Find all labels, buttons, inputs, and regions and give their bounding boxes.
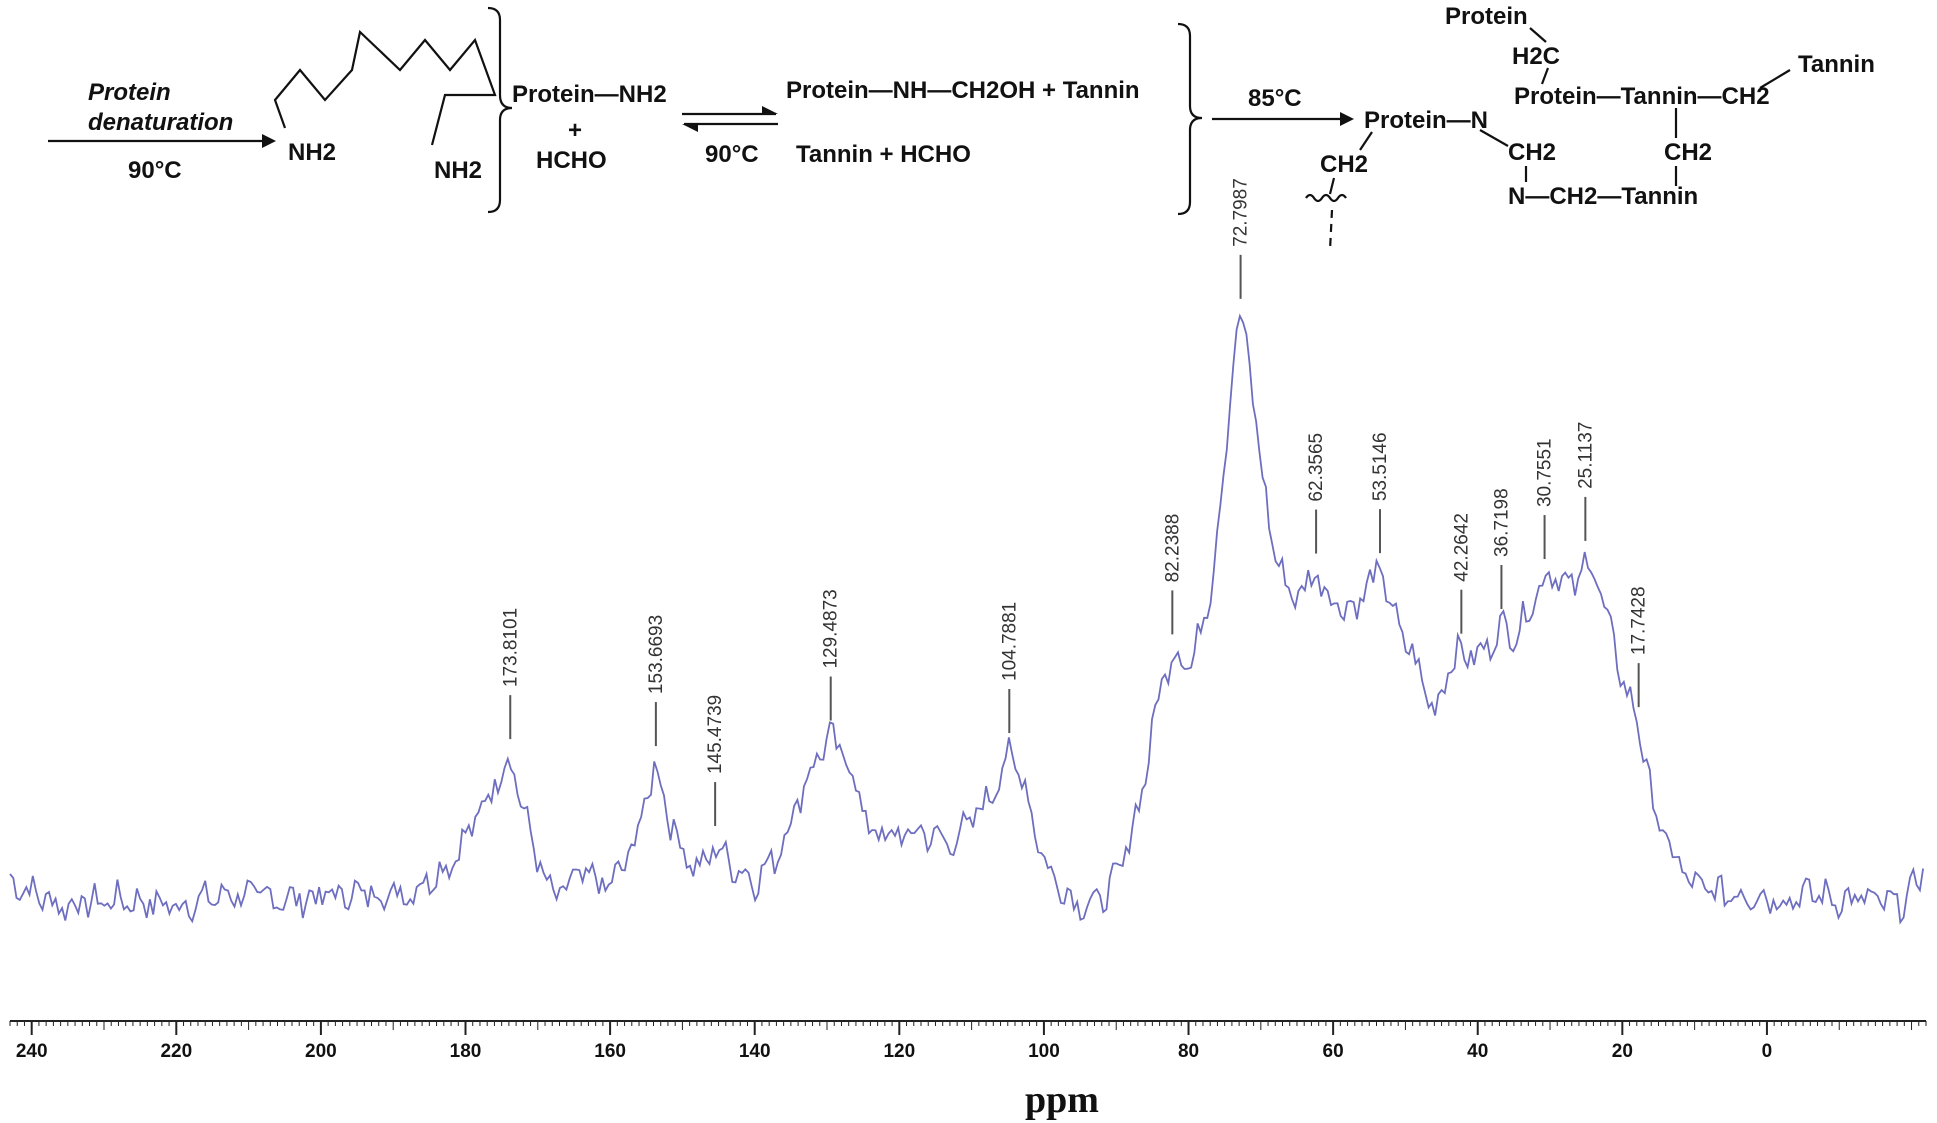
product-2: Tannin + HCHO: [796, 141, 971, 168]
reaction-scheme: Protein denaturation 90°C NH2 NH2 Protei…: [48, 3, 1875, 251]
peak-label: 36.7198: [1491, 488, 1512, 557]
x-tick-label: 100: [1028, 1041, 1060, 1062]
x-tick-label: 180: [450, 1041, 482, 1062]
peak-label: 30.7551: [1535, 438, 1556, 507]
x-axis-minor-ticks: [9, 1021, 1927, 1030]
network-tannin-right: Tannin: [1798, 51, 1875, 78]
peak-label: 153.6693: [646, 615, 667, 694]
network-ch2-b: CH2: [1508, 139, 1556, 166]
x-axis-major-ticks: 240 220 200 180 160 140 120 100 80 60 40 20 0: [16, 1021, 1772, 1062]
reactant-plus: +: [568, 117, 582, 144]
peak-label: 173.8101: [500, 608, 521, 687]
step2-temp: 90°C: [705, 141, 759, 168]
network-h2c: H2C: [1512, 43, 1560, 70]
step1-arrow-head: [262, 134, 276, 148]
x-tick-label: 220: [160, 1041, 192, 1062]
network-ch2-c: CH2: [1664, 139, 1712, 166]
peak-label: 53.5146: [1370, 432, 1391, 501]
step1-label-line1: Protein: [88, 79, 171, 106]
lysine-chain: [273, 29, 497, 146]
peak-label: 145.4739: [705, 695, 726, 774]
x-tick-label: 40: [1467, 1041, 1488, 1062]
peak-label: 17.7428: [1629, 586, 1650, 655]
x-tick-label: 20: [1612, 1041, 1633, 1062]
peak-label: 42.2642: [1451, 513, 1472, 582]
peak-label: 129.4873: [821, 589, 842, 668]
x-tick-label: 140: [739, 1041, 771, 1062]
step1-temp: 90°C: [128, 157, 182, 184]
brace-1: [487, 6, 513, 214]
step3-temp: 85°C: [1248, 85, 1302, 112]
x-tick-label: 120: [883, 1041, 915, 1062]
x-tick-label: 60: [1323, 1041, 1344, 1062]
x-tick-label: 160: [594, 1041, 626, 1062]
reactant-1: Protein—NH2: [512, 81, 667, 108]
peak-label: 62.3565: [1306, 433, 1327, 502]
x-tick-label: 0: [1762, 1041, 1773, 1062]
amine-2: NH2: [434, 157, 482, 184]
wavy-bond: [1305, 193, 1347, 203]
peak-markers: 173.8101 153.6693 145.4739 129.4873 104.7881…: [500, 178, 1650, 827]
x-tick-label: 200: [305, 1041, 337, 1062]
x-tick-label: 80: [1178, 1041, 1199, 1062]
x-tick-label: 240: [16, 1041, 48, 1062]
amine-1: NH2: [288, 139, 336, 166]
network-protein-top: Protein: [1445, 3, 1528, 30]
peak-label: 104.7881: [999, 602, 1020, 681]
network-bonds: [1328, 27, 1791, 251]
spectrum-trace: [9, 313, 1924, 925]
peak-label: 25.1137: [1575, 422, 1596, 489]
reactant-2: HCHO: [536, 147, 607, 174]
brace-2: [1177, 22, 1203, 216]
network-ch2-a: CH2: [1320, 151, 1368, 178]
peak-label: 72.7987: [1231, 178, 1252, 247]
step1-label-line2: denaturation: [88, 109, 233, 136]
product-1: Protein—NH—CH2OH + Tannin: [786, 77, 1140, 104]
network-row2: Protein—Tannin—CH2: [1514, 83, 1770, 110]
x-axis-title: ppm: [1025, 1079, 1099, 1121]
network-row4: N—CH2—Tannin: [1508, 183, 1698, 210]
peak-label: 82.2388: [1162, 514, 1183, 583]
network-protein-n: Protein—N: [1364, 107, 1488, 134]
